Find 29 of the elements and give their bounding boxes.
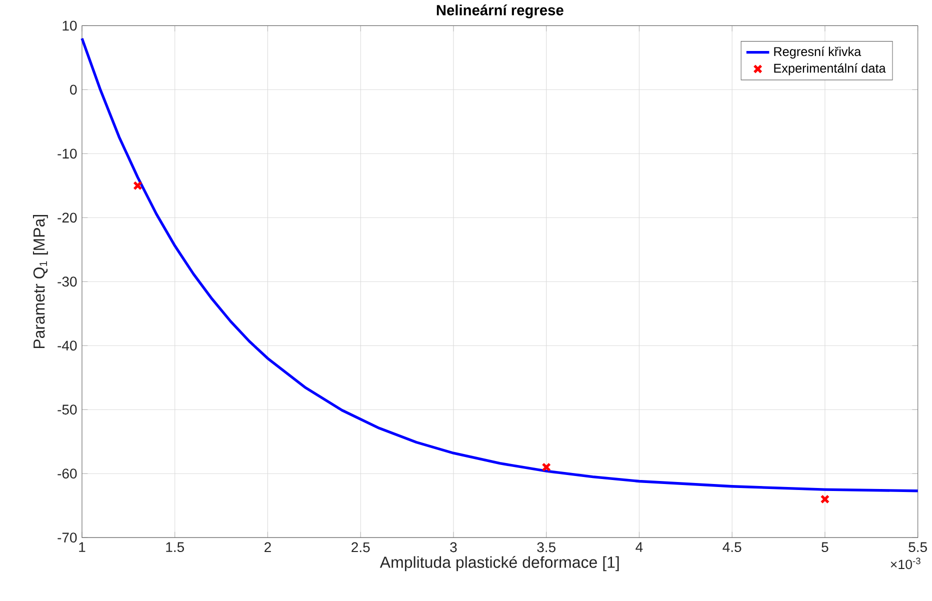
y-tick-label: -60 bbox=[58, 468, 77, 479]
point bbox=[820, 494, 830, 504]
chart-title: Nelineární regrese bbox=[436, 4, 564, 19]
legend-label: Regresní křivka bbox=[774, 46, 862, 59]
y-tick-label: -10 bbox=[58, 148, 77, 159]
x-tick-label: 4.5 bbox=[722, 542, 742, 552]
y-tick-label: -70 bbox=[58, 532, 77, 543]
x-tick-label: 4 bbox=[636, 542, 643, 552]
x-axis-title: Amplituda plastické deformace [1] bbox=[380, 556, 619, 572]
line-series bbox=[80, 37, 920, 492]
point bbox=[133, 181, 142, 190]
x-tick-label: 2 bbox=[264, 542, 271, 552]
y-tick-label: 10 bbox=[62, 20, 77, 31]
y-tick-label: -50 bbox=[58, 404, 77, 415]
y-tick-label: -40 bbox=[58, 340, 77, 351]
y-axis-title: Parametr Q$_{1}$ [MPa] bbox=[32, 215, 48, 348]
x-tick-label: 5.5 bbox=[908, 542, 927, 552]
x-tick-label: 5 bbox=[822, 542, 828, 552]
x-tick-label: 1 bbox=[79, 542, 86, 552]
x-tick-label: 1.5 bbox=[166, 542, 184, 552]
y-tick-label: -30 bbox=[58, 276, 77, 287]
x-tick-label: 3.5 bbox=[537, 542, 556, 552]
x-tick-label: 2.5 bbox=[352, 542, 370, 552]
y-tick-label: 0 bbox=[70, 84, 77, 95]
x-tick-label: 3 bbox=[450, 542, 457, 552]
point bbox=[542, 462, 551, 472]
legend-label: Experimentální data bbox=[774, 64, 886, 76]
y-tick-label: -20 bbox=[58, 212, 77, 223]
text: ×10$^{-3}$ bbox=[890, 558, 920, 570]
